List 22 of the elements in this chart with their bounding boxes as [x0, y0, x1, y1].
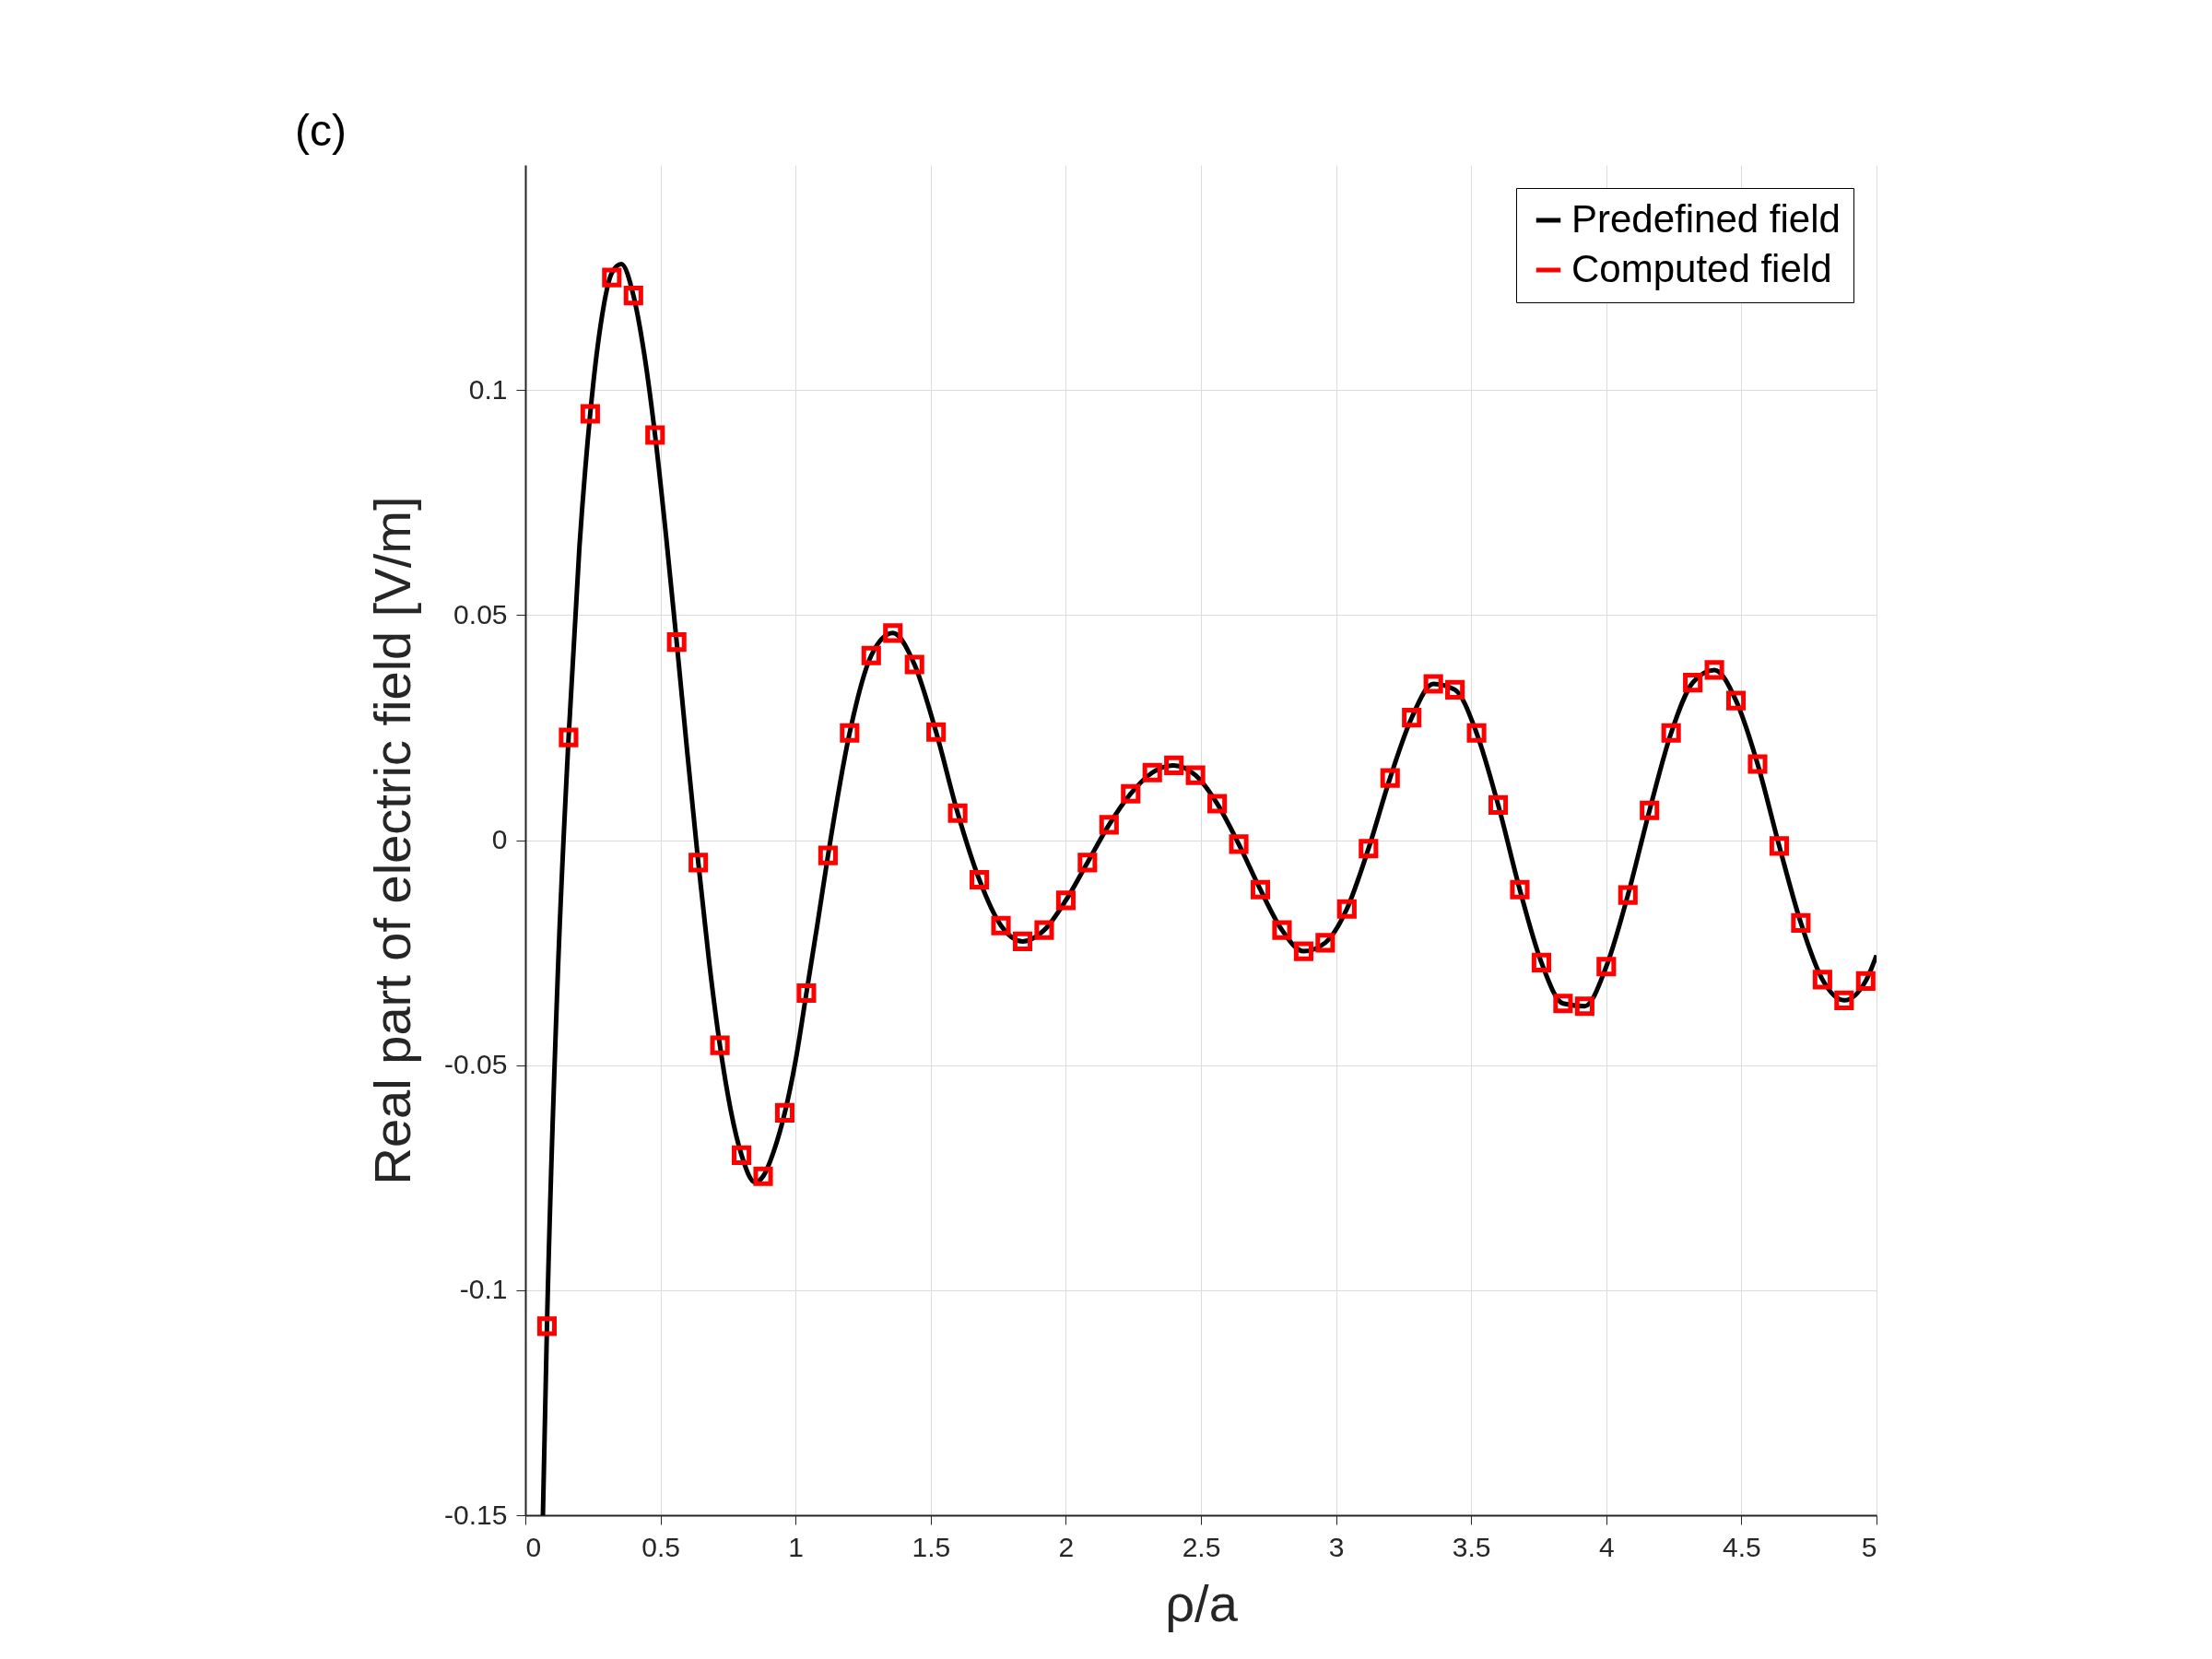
- legend-label: Computed field: [1571, 247, 1832, 290]
- x-tick-label: 1: [788, 1531, 805, 1562]
- y-tick-label: -0.05: [444, 1049, 508, 1080]
- x-tick-label: 1.5: [912, 1531, 951, 1562]
- x-tick-label: 3: [1328, 1531, 1345, 1562]
- y-tick-label: 0.1: [468, 373, 508, 405]
- x-tick-label: 4.5: [1723, 1531, 1761, 1562]
- x-axis-title: ρ/a: [1165, 1573, 1239, 1632]
- x-tick-label: 2.5: [1182, 1531, 1221, 1562]
- x-tick-label: 0.5: [641, 1531, 680, 1562]
- y-axis-title: Real part of electric field [V/m]: [363, 496, 422, 1185]
- y-tick-label: -0.1: [459, 1274, 508, 1305]
- y-tick-label: 0.05: [453, 598, 508, 629]
- y-tick-label: -0.15: [444, 1499, 508, 1530]
- chart-title: (c): [295, 106, 347, 155]
- x-tick-label: 2: [1058, 1531, 1075, 1562]
- x-tick-label: 0: [525, 1531, 542, 1562]
- x-tick-label: 3.5: [1452, 1531, 1491, 1562]
- legend-label: Predefined field: [1571, 197, 1841, 241]
- x-tick-label: 4: [1598, 1531, 1615, 1562]
- y-tick-label: 0: [491, 824, 508, 854]
- x-tick-label: 5: [1861, 1531, 1877, 1562]
